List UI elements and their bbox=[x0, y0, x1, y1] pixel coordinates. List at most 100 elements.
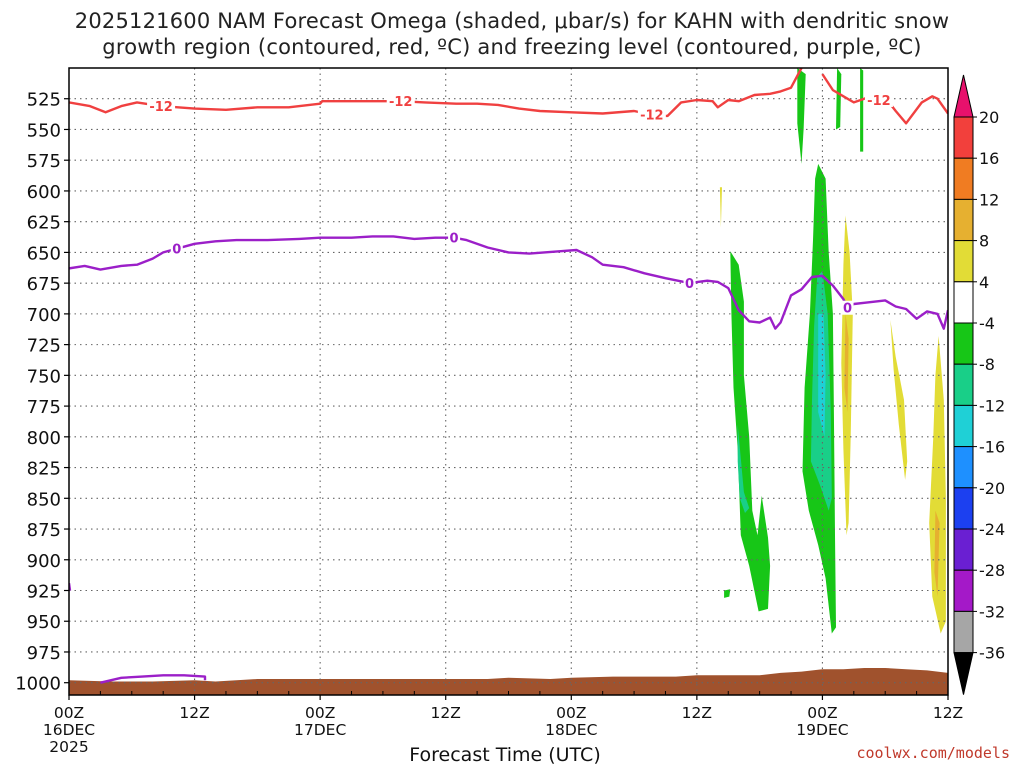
colorbar-box-4 bbox=[953, 281, 974, 324]
y-tick-label: 875 bbox=[27, 520, 61, 541]
contour-minus12-line-0 bbox=[69, 99, 653, 116]
y-tick-label: 1000 bbox=[15, 674, 61, 695]
credit-link[interactable]: coolwx.com/models bbox=[856, 744, 1010, 762]
colorbar-box-3 bbox=[953, 240, 974, 283]
contour-minus12-label-bg bbox=[637, 107, 666, 122]
chart-title-line-2: growth region (contoured, red, ºC) and f… bbox=[102, 35, 922, 59]
colorbar-box-7 bbox=[953, 404, 974, 448]
colorbar-label: -8 bbox=[979, 355, 995, 374]
contour-minus12-label-bg bbox=[864, 92, 893, 107]
contour-minus12-line-1 bbox=[660, 68, 803, 118]
colorbar-label: 12 bbox=[979, 190, 999, 209]
omega-region-3 bbox=[797, 68, 806, 164]
colorbar-box-6 bbox=[953, 363, 974, 406]
omega-region-7 bbox=[836, 68, 842, 130]
colorbar-label: 16 bbox=[979, 149, 999, 168]
omega-region-13 bbox=[929, 336, 946, 634]
contour-0-label-bg bbox=[448, 230, 461, 245]
x-tick-label: 19DEC bbox=[796, 721, 848, 739]
colorbar-box-0 bbox=[953, 116, 974, 159]
y-tick-label: 850 bbox=[27, 489, 61, 510]
y-tick-label: 975 bbox=[27, 643, 61, 664]
y-tick-label: 550 bbox=[27, 120, 61, 141]
x-axis-title: Forecast Time (UTC) bbox=[409, 744, 601, 766]
y-tick-label: 600 bbox=[27, 182, 61, 203]
colorbar-label: -28 bbox=[979, 561, 1005, 580]
x-tick-label: 18DEC bbox=[545, 721, 597, 739]
contour-minus12-label: -12 bbox=[389, 95, 413, 110]
y-tick-label: 625 bbox=[27, 213, 61, 234]
omega-region-14 bbox=[934, 510, 940, 597]
terrain-fill bbox=[69, 668, 948, 695]
contour-minus12-label: -12 bbox=[149, 100, 173, 115]
omega-region-0 bbox=[730, 251, 771, 612]
x-tick-label: 00Z bbox=[556, 704, 586, 722]
colorbar-box-9 bbox=[953, 487, 974, 530]
gridlines bbox=[69, 68, 948, 695]
colorbar-label: -16 bbox=[979, 438, 1005, 457]
colorbar-label: 8 bbox=[979, 232, 989, 251]
y-tick-label: 775 bbox=[27, 397, 61, 418]
colorbar-box-11 bbox=[953, 569, 974, 612]
y-tick-label: 525 bbox=[27, 90, 61, 111]
x-tick-label: 00Z bbox=[305, 704, 335, 722]
plot-frame bbox=[68, 67, 949, 696]
contour-0-label-bg bbox=[841, 300, 854, 315]
omega-region-10 bbox=[844, 313, 849, 413]
x-tick-label: 00Z bbox=[807, 704, 837, 722]
x-tick-label: 17DEC bbox=[294, 721, 346, 739]
colorbar-label: -4 bbox=[979, 314, 995, 333]
x-tick-label: 00Z bbox=[54, 704, 84, 722]
contour-minus12-label-bg bbox=[386, 94, 415, 109]
colorbar-label: -36 bbox=[979, 644, 1005, 663]
y-tick-label: 725 bbox=[27, 336, 61, 357]
contour-0-label: 0 bbox=[843, 302, 852, 317]
contour-minus12-label: -12 bbox=[867, 94, 891, 109]
contour-0-label: 0 bbox=[685, 277, 694, 292]
x-tick-label: 12Z bbox=[179, 704, 209, 722]
y-tick-label: 675 bbox=[27, 274, 61, 295]
y-tick-label: 900 bbox=[27, 551, 61, 572]
x-tick-label: 2025 bbox=[49, 738, 88, 756]
colorbar-bottom-arrow bbox=[953, 652, 974, 695]
colorbar-label: -32 bbox=[979, 602, 1005, 621]
colorbar-box-12 bbox=[953, 610, 974, 654]
y-tick-label: 925 bbox=[27, 582, 61, 603]
x-tick-label: 12Z bbox=[682, 704, 712, 722]
y-tick-label: 700 bbox=[27, 305, 61, 326]
colorbar-box-2 bbox=[953, 198, 974, 242]
omega-region-12 bbox=[890, 320, 908, 480]
contour-minus12-label: -12 bbox=[640, 109, 664, 124]
omega-region-2 bbox=[724, 589, 731, 598]
colorbar: 20 16 12 8 4 -4 -8 -12 -16 -20 -24 -28 -32 -36 bbox=[953, 74, 1005, 695]
colorbar-label: 4 bbox=[979, 273, 989, 292]
y-tick-label: 750 bbox=[27, 366, 61, 387]
colorbar-label: 20 bbox=[979, 108, 999, 127]
colorbar-label: -12 bbox=[979, 396, 1005, 415]
colorbar-top-arrow bbox=[953, 74, 974, 118]
colorbar-box-8 bbox=[953, 446, 974, 489]
contour-0-label-bg bbox=[683, 276, 696, 291]
colorbar-label: -20 bbox=[979, 479, 1005, 498]
contour-0-label: 0 bbox=[172, 243, 181, 258]
x-tick-label: 12Z bbox=[431, 704, 461, 722]
contour-0-line-2 bbox=[100, 674, 207, 684]
omega-shading-layer bbox=[719, 68, 946, 634]
y-tick-label: 575 bbox=[27, 151, 61, 172]
chart-title-line-1: 2025121600 NAM Forecast Omega (shaded, μ… bbox=[74, 9, 950, 33]
y-tick-label: 825 bbox=[27, 459, 61, 480]
y-tick-label: 650 bbox=[27, 243, 61, 264]
omega-region-8 bbox=[860, 68, 864, 152]
y-tick-label: 800 bbox=[27, 428, 61, 449]
contour-layer: -12 -12 -12 -12 0 0 0 0 bbox=[69, 68, 948, 684]
terrain-layer bbox=[69, 668, 948, 695]
x-tick-label: 16DEC bbox=[43, 721, 95, 739]
x-tick-label: 12Z bbox=[933, 704, 963, 722]
y-tick-label: 950 bbox=[27, 612, 61, 633]
contour-minus12-label-bg bbox=[147, 99, 176, 114]
colorbar-box-5 bbox=[953, 322, 974, 365]
axes: 525 550 575 600 625 650 675 700 725 750 775 800 825 8… bbox=[15, 67, 963, 756]
colorbar-label: -24 bbox=[979, 520, 1005, 539]
omega-region-11 bbox=[719, 187, 722, 228]
omega-region-1 bbox=[737, 424, 750, 513]
